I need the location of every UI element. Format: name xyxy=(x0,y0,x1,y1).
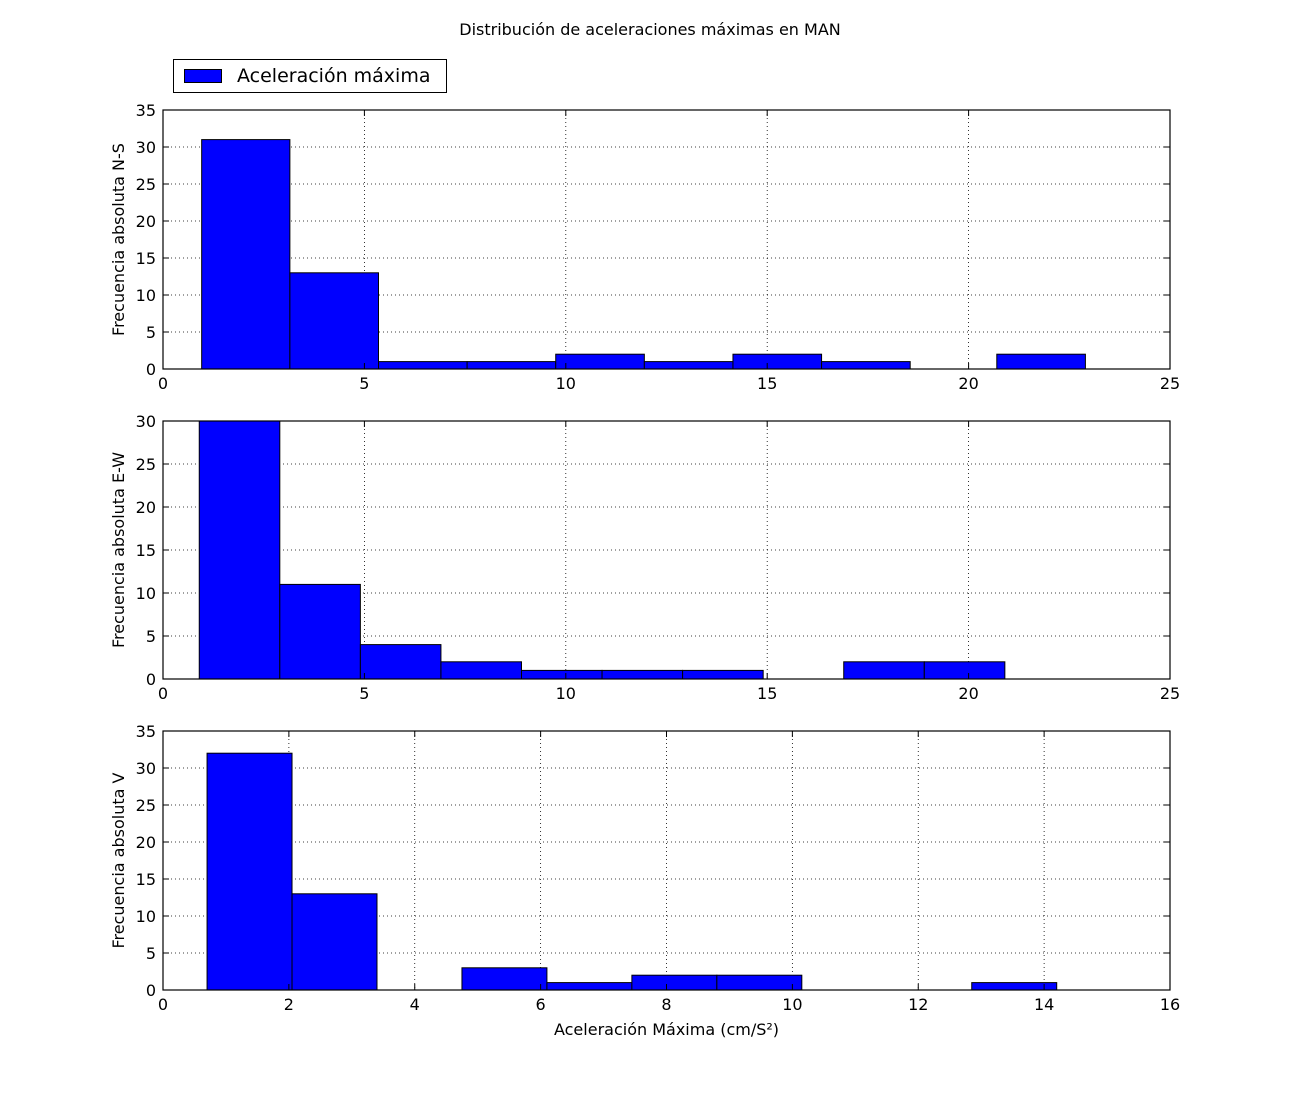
x-tick-label: 25 xyxy=(1160,374,1180,393)
y-tick-label: 35 xyxy=(136,722,156,741)
y-tick-label: 0 xyxy=(146,670,156,689)
x-tick-label: 14 xyxy=(1034,995,1054,1014)
x-tick-label: 0 xyxy=(158,374,168,393)
x-tick-label: 2 xyxy=(284,995,294,1014)
histogram-bar xyxy=(923,661,1006,680)
histogram-bar xyxy=(631,974,718,991)
x-tick-label: 20 xyxy=(958,684,978,703)
histogram-bar xyxy=(732,353,823,370)
histogram-bar xyxy=(201,139,291,370)
y-tick-label: 30 xyxy=(136,412,156,431)
histogram-bar xyxy=(643,361,734,370)
legend: Aceleración máxima xyxy=(173,59,447,93)
y-tick-label: 0 xyxy=(146,360,156,379)
y-tick-label: 15 xyxy=(136,249,156,268)
x-tick-label: 15 xyxy=(757,684,777,703)
legend-label: Aceleración máxima xyxy=(237,65,431,87)
y-tick-label: 25 xyxy=(136,796,156,815)
y-tick-label: 30 xyxy=(136,138,156,157)
histogram-bar xyxy=(377,361,468,370)
x-tick-label: 15 xyxy=(757,374,777,393)
y-tick-label: 35 xyxy=(136,101,156,120)
y-axis-label: Frecuencia absoluta V xyxy=(109,772,128,948)
x-tick-label: 25 xyxy=(1160,684,1180,703)
histogram-bar xyxy=(461,967,548,991)
histogram-bar xyxy=(466,361,557,370)
x-tick-label: 6 xyxy=(536,995,546,1014)
histogram-bar xyxy=(821,361,911,370)
y-tick-label: 20 xyxy=(136,833,156,852)
histogram-bar xyxy=(198,420,281,680)
x-tick-label: 12 xyxy=(908,995,928,1014)
y-tick-label: 30 xyxy=(136,759,156,778)
histogram-bar xyxy=(555,353,645,370)
x-tick-label: 5 xyxy=(359,684,369,703)
x-tick-label: 0 xyxy=(158,684,168,703)
histogram-bar xyxy=(520,669,603,680)
y-tick-label: 15 xyxy=(136,870,156,889)
histogram-bar xyxy=(289,272,379,370)
y-tick-label: 0 xyxy=(146,981,156,1000)
y-tick-label: 20 xyxy=(136,498,156,517)
histogram-bar xyxy=(279,583,361,680)
x-tick-label: 10 xyxy=(556,374,576,393)
y-tick-label: 10 xyxy=(136,907,156,926)
y-tick-label: 20 xyxy=(136,212,156,231)
y-tick-label: 10 xyxy=(136,584,156,603)
x-tick-label: 10 xyxy=(782,995,802,1014)
histogram-bar xyxy=(996,353,1086,370)
histogram-bar xyxy=(843,661,925,680)
y-tick-label: 5 xyxy=(146,627,156,646)
y-tick-label: 25 xyxy=(136,175,156,194)
histogram-bar xyxy=(682,669,764,680)
y-tick-label: 10 xyxy=(136,286,156,305)
x-axis-label: Aceleración Máxima (cm/S²) xyxy=(554,1020,779,1039)
x-tick-label: 8 xyxy=(661,995,671,1014)
figure-title: Distribución de aceleraciones máximas en… xyxy=(459,20,841,39)
histogram-bar xyxy=(716,974,803,991)
histogram-bar xyxy=(440,661,522,680)
legend-swatch xyxy=(184,69,222,83)
histogram-bar xyxy=(291,893,378,991)
y-axis-label: Frecuencia absoluta E-W xyxy=(109,452,128,648)
x-tick-label: 16 xyxy=(1160,995,1180,1014)
histogram-bar xyxy=(359,644,442,680)
y-tick-label: 5 xyxy=(146,944,156,963)
x-tick-label: 10 xyxy=(556,684,576,703)
histogram-bar xyxy=(601,669,684,680)
y-tick-label: 5 xyxy=(146,323,156,342)
histogram-bar xyxy=(206,752,293,991)
x-tick-label: 5 xyxy=(359,374,369,393)
histogram-bar xyxy=(546,982,633,991)
x-tick-label: 4 xyxy=(410,995,420,1014)
y-axis-label: Frecuencia absoluta N-S xyxy=(109,143,128,336)
x-tick-label: 0 xyxy=(158,995,168,1014)
x-tick-label: 20 xyxy=(958,374,978,393)
axes-frame xyxy=(162,109,1171,370)
y-tick-label: 15 xyxy=(136,541,156,560)
y-tick-label: 25 xyxy=(136,455,156,474)
